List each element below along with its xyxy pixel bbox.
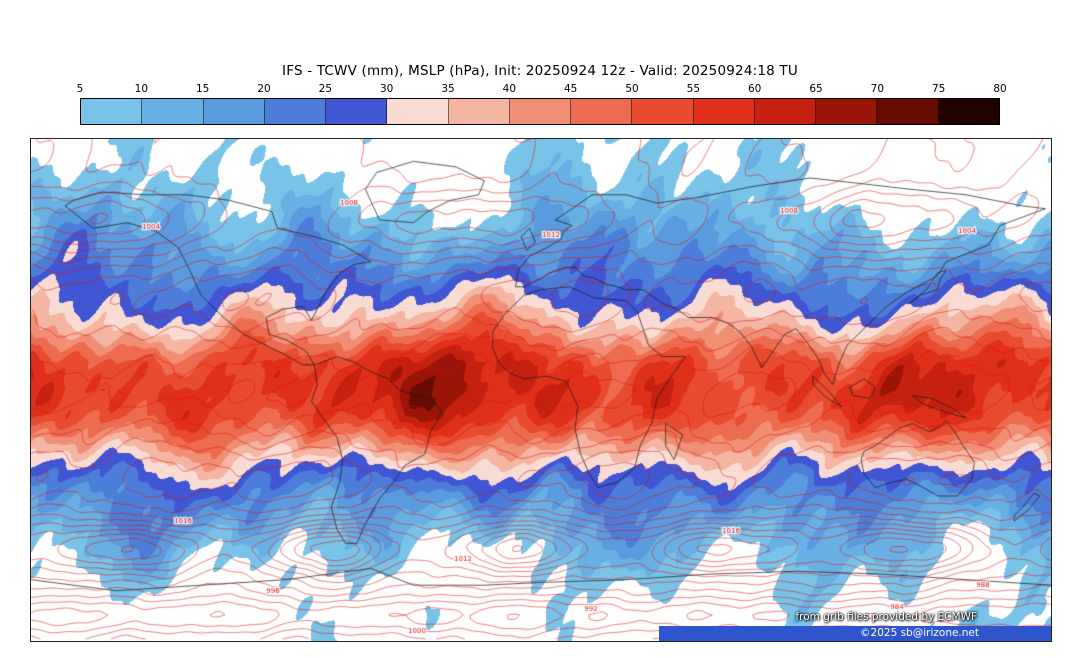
colorbar-segment — [203, 99, 265, 124]
colorbar-tick-label: 15 — [195, 83, 210, 95]
attribution-copyright-bar: ©2025 sb@irizone.net — [659, 626, 1051, 641]
colorbar-tick-label: 45 — [563, 83, 578, 95]
colorbar-tick-labels: 5 10 15 20 25 30 35 40 45 50 55 60 65 70 75 80 — [76, 83, 1007, 97]
colorbar-tick-label: 20 — [257, 83, 271, 95]
map-container: from grib files provided by ECMWF ©2025 … — [30, 138, 1052, 642]
colorbar-segment — [81, 99, 143, 124]
colorbar-segment — [632, 99, 694, 124]
weather-map-canvas — [31, 139, 1051, 641]
attribution-source: from grib files provided by ECMWF — [795, 611, 977, 623]
colorbar-segment — [387, 99, 449, 124]
colorbar-segment — [938, 99, 999, 124]
colorbar-segment — [448, 99, 510, 124]
colorbar-segment — [142, 99, 204, 124]
colorbar-tick-label: 55 — [686, 83, 701, 95]
colorbar-tick-label: 35 — [441, 83, 455, 95]
colorbar-tick-label: 5 — [76, 83, 84, 95]
colorbar-gradient — [80, 98, 1000, 125]
colorbar-tick-label: 50 — [625, 83, 639, 95]
colorbar-tick-label: 30 — [379, 83, 394, 95]
colorbar-segment — [754, 99, 817, 124]
colorbar-segment — [326, 99, 388, 124]
colorbar-tick-label: 60 — [747, 83, 762, 95]
attribution-copyright-text: ©2025 sb@irizone.net — [860, 627, 979, 639]
colorbar-segment — [509, 99, 572, 124]
colorbar-segment — [693, 99, 755, 124]
colorbar-segment — [264, 99, 327, 124]
colorbar-tick-label: 75 — [931, 83, 946, 95]
colorbar-tick-label: 40 — [502, 83, 517, 95]
colorbar: 5 10 15 20 25 30 35 40 45 50 55 60 65 70 75 80 — [76, 83, 1007, 125]
colorbar-tick-label: 70 — [870, 83, 885, 95]
colorbar-segment — [877, 99, 939, 124]
colorbar-tick-label: 25 — [318, 83, 333, 95]
colorbar-segment — [571, 99, 633, 124]
colorbar-tick-label: 80 — [993, 83, 1007, 95]
colorbar-tick-label: 65 — [809, 83, 823, 95]
colorbar-tick-label: 10 — [134, 83, 149, 95]
colorbar-segment — [816, 99, 878, 124]
page-title: IFS - TCWV (mm), MSLP (hPa), Init: 20250… — [282, 63, 798, 79]
